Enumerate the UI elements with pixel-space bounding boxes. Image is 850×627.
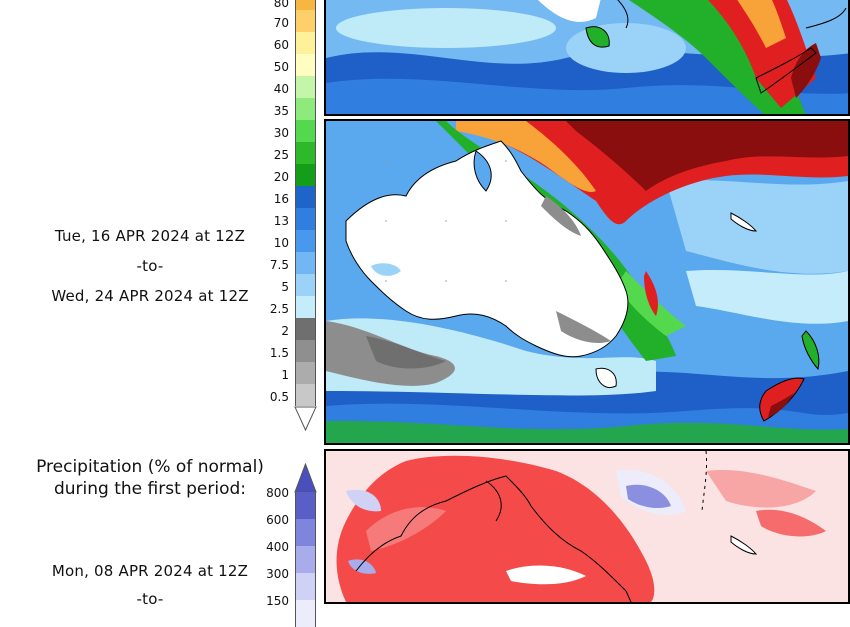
rain-scale-swatch — [295, 384, 316, 406]
pct-scale-swatch — [295, 519, 316, 546]
rain-scale-label: 40 — [273, 82, 289, 96]
rain-scale-label: 2 — [281, 324, 289, 338]
rain-scale-label: 20 — [273, 170, 289, 184]
rain-scale-swatch — [295, 274, 316, 296]
pct-scale-label: 600 — [266, 513, 289, 527]
new-zealand-north — [801, 330, 820, 371]
rain-scale-label: 0.5 — [269, 390, 289, 404]
rain-scale-label: 35 — [273, 104, 289, 118]
rain-scale-label: 5 — [281, 280, 289, 294]
rain-scale-label: 60 — [273, 38, 289, 52]
rain-scale-swatch — [295, 120, 316, 142]
rain-scale-swatch — [295, 76, 316, 98]
wet-anomaly-area — [626, 484, 671, 509]
rain-scale-label: 1 — [281, 368, 289, 382]
rain-scale-arrow — [294, 406, 317, 432]
rain-scale-swatch — [295, 340, 316, 362]
rain-scale-label: 16 — [273, 192, 289, 206]
rain-scale-label: 10 — [273, 236, 289, 250]
precip-pct-title-line1: Precipitation (% of normal) — [36, 457, 264, 477]
rain-map-panel — [324, 119, 850, 445]
rain-scale-label: 50 — [273, 60, 289, 74]
rain-map-prev-panel — [324, 0, 850, 116]
period1-separator: -to- — [136, 590, 164, 608]
dry-anomaly-area — [336, 455, 655, 602]
rain-scale-label: 70 — [273, 16, 289, 30]
tasmania — [595, 367, 617, 388]
rain-scale-swatch-top — [295, 0, 316, 10]
rain-map-prev — [326, 0, 848, 114]
rain-scale-label: 2.5 — [269, 302, 289, 316]
rain-scale-swatch — [295, 186, 316, 208]
rain-scale-label: 30 — [273, 126, 289, 140]
rain-scale-label: 1.5 — [269, 346, 289, 360]
rain-scale-swatch — [295, 318, 316, 340]
pct-scale-label: 800 — [266, 486, 289, 500]
pct-scale-swatch — [295, 573, 316, 600]
pct-scale-swatch — [295, 492, 316, 519]
rain-scale-swatch — [295, 164, 316, 186]
pct-normal-map — [326, 451, 848, 602]
period-start-label: Tue, 16 APR 2024 at 12Z — [54, 227, 246, 245]
rain-scale-swatch — [295, 54, 316, 76]
grid-dots — [385, 160, 507, 282]
rain-scale-swatch — [295, 362, 316, 384]
pct-scale-label: 300 — [266, 567, 289, 581]
rain-scale-swatch — [295, 230, 316, 252]
rain-scale-label: 13 — [273, 214, 289, 228]
rain-scale-swatch — [295, 252, 316, 274]
precip-pct-title-line2: during the first period: — [53, 479, 247, 499]
rain-scale-swatch — [295, 208, 316, 230]
pct-scale-label: 400 — [266, 540, 289, 554]
pct-scale-arrow — [294, 463, 317, 493]
australia-landmass — [345, 140, 629, 358]
rain-scale-swatch — [295, 296, 316, 318]
rain-scale-swatch — [295, 98, 316, 120]
rain-scale-swatch — [295, 142, 316, 164]
rain-scale-label: 25 — [273, 148, 289, 162]
rain-scale-label: 7.5 — [269, 258, 289, 272]
pct-normal-map-panel — [324, 449, 850, 604]
pct-scale-swatch — [295, 546, 316, 573]
period-separator: -to- — [136, 257, 164, 275]
period-end-label: Wed, 24 APR 2024 at 12Z — [51, 287, 249, 305]
rain-map — [326, 121, 848, 443]
rain-scale-swatch — [295, 10, 316, 32]
rain-scale-swatch — [295, 32, 316, 54]
rain-scale-label: 80 — [273, 0, 289, 10]
period1-start-label: Mon, 08 APR 2024 at 12Z — [51, 562, 249, 580]
precip-pct-title: Precipitation (% of normal) during the f… — [0, 456, 300, 500]
